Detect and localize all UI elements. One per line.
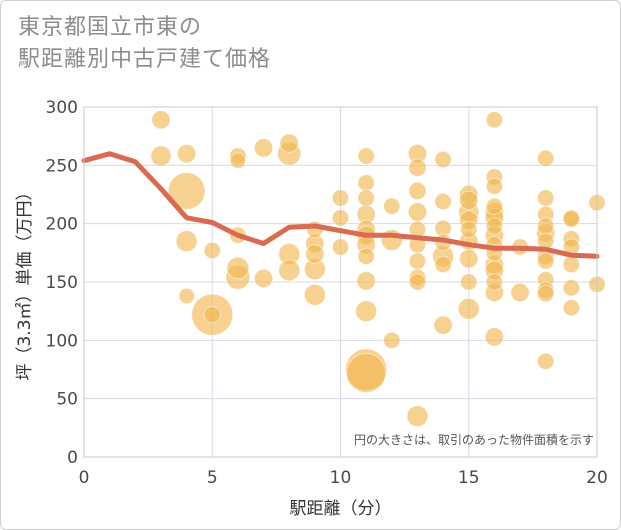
- bubble-point: [357, 174, 375, 192]
- bubble-point: [278, 259, 301, 282]
- bubble-point: [562, 210, 581, 228]
- bubble-point: [331, 238, 350, 256]
- size-legend-note: 円の大きさは、取引のあった物件面積を示す: [354, 432, 594, 447]
- bubble-point: [537, 189, 555, 207]
- bubble-point: [383, 331, 401, 350]
- bubble-point: [356, 271, 376, 291]
- y-tick-label: 50: [56, 390, 78, 410]
- bubble-point: [355, 300, 378, 323]
- bubble-point: [303, 283, 326, 306]
- bubble-point: [167, 172, 206, 210]
- bubble-point: [485, 111, 504, 129]
- x-tick-label: 0: [79, 468, 90, 488]
- y-tick-label: 150: [46, 273, 78, 293]
- x-tick-label: 15: [458, 468, 480, 488]
- bubble-point: [537, 284, 555, 303]
- bubble-point: [408, 273, 427, 291]
- bubble-point: [407, 202, 428, 222]
- bubble-point: [203, 305, 221, 324]
- y-tick-label: 200: [46, 215, 78, 235]
- y-tick-label: 250: [46, 156, 78, 176]
- bubble-point: [331, 189, 350, 207]
- bubble-point: [537, 252, 555, 270]
- bubble-point: [457, 297, 480, 320]
- bubble-point: [253, 138, 274, 158]
- bubble-point: [406, 405, 429, 428]
- bubble-point: [459, 190, 479, 211]
- x-tick-label: 20: [586, 468, 608, 488]
- bubble-point: [357, 147, 375, 165]
- bubble-point: [484, 327, 505, 347]
- bubble-point: [357, 247, 375, 266]
- bubble-point: [150, 145, 172, 167]
- x-tick-label: 5: [207, 468, 218, 488]
- bubble-point: [434, 255, 452, 274]
- chart-title-line-2: 駅距離別中古戸建て価格: [18, 47, 272, 72]
- x-tick-label: 10: [330, 468, 352, 488]
- bubble-point: [537, 352, 555, 371]
- bubble-point: [562, 279, 581, 297]
- bubble-point: [408, 158, 427, 177]
- bubble-point: [408, 181, 427, 201]
- bubble-point: [433, 315, 453, 335]
- bubble-point: [331, 209, 350, 227]
- bubble-point: [459, 248, 479, 269]
- bubble-point: [151, 110, 171, 130]
- chart-title-line-1: 東京都国立市東の: [18, 15, 203, 40]
- bubble-point: [305, 244, 325, 264]
- bubble-point: [175, 230, 198, 253]
- bubble-point: [510, 282, 530, 303]
- y-tick-label: 0: [67, 448, 78, 468]
- bubble-point: [485, 273, 504, 291]
- bubble-point: [279, 133, 299, 153]
- bubble-point: [460, 273, 478, 291]
- bubble-point: [357, 189, 375, 207]
- bubble-point: [203, 241, 221, 260]
- bubble-point: [346, 353, 387, 393]
- plot-border: [83, 106, 598, 458]
- bubble-point: [537, 149, 555, 168]
- y-tick-label: 300: [46, 98, 78, 118]
- bubble-point: [253, 268, 274, 289]
- bubble-point: [229, 152, 247, 169]
- bubble-point: [383, 197, 401, 215]
- x-axis-title: 駅距離（分）: [290, 499, 392, 519]
- bubble-point: [537, 217, 555, 235]
- x-axis-ticks: 0 5 10 15 20: [79, 468, 608, 488]
- bubble-point: [562, 255, 581, 274]
- bubble-point: [485, 197, 504, 215]
- bubble-point: [408, 252, 427, 270]
- bubble-point: [485, 177, 504, 196]
- bubble-point: [562, 298, 581, 317]
- bubble-point: [226, 256, 250, 280]
- average-price-line: [81, 151, 600, 259]
- bubble-point: [485, 217, 504, 235]
- bubble-point: [380, 229, 403, 251]
- chart-title: 東京都国立市東の 駅距離別中古戸建て価格: [18, 12, 271, 76]
- bubble-point: [434, 192, 452, 211]
- bubble-point: [178, 287, 195, 305]
- y-axis-ticks: 0 50 100 150 200 250 300: [46, 98, 78, 468]
- bubble-point: [434, 150, 452, 169]
- bubble-point: [460, 220, 478, 239]
- y-axis-title: 坪（3.3㎡）単価（万円）: [15, 183, 35, 380]
- bubble-point: [176, 143, 197, 164]
- y-tick-label: 100: [46, 331, 78, 351]
